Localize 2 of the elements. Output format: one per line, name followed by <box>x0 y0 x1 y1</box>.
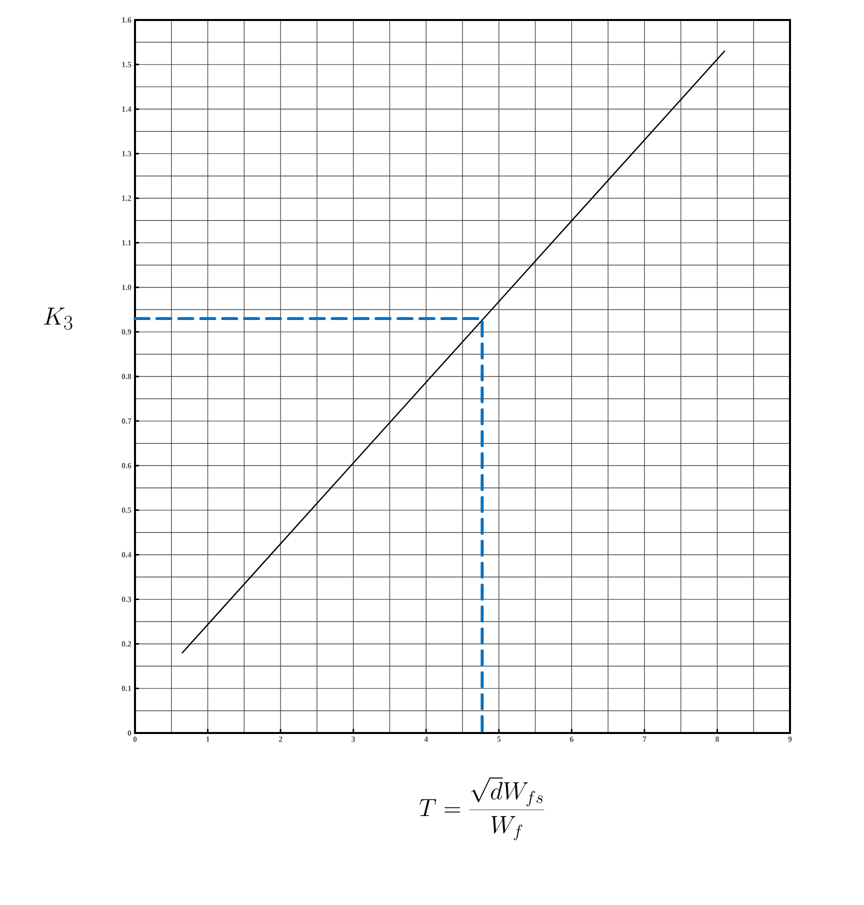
y-axis-title: $K_3$ <box>44 308 72 330</box>
x-axis-title: $T=\frac{\sqrt{d}W_{fs}}{W_f}$ <box>420 778 544 840</box>
